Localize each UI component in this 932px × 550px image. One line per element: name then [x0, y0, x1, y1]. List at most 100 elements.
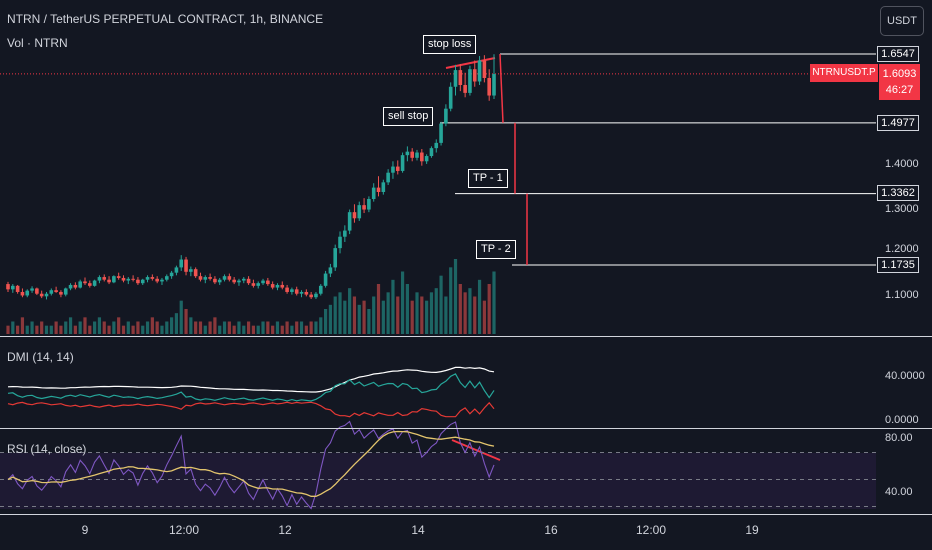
- candle-body: [227, 276, 232, 280]
- candle-body: [237, 280, 241, 283]
- volume-bar: [420, 296, 424, 334]
- candle-body: [107, 279, 111, 283]
- candle-body: [482, 60, 487, 78]
- volume-bar: [492, 271, 496, 334]
- volume-bar: [40, 321, 44, 334]
- candle-body: [54, 290, 58, 292]
- candle-body: [323, 273, 328, 286]
- volume-bar: [304, 325, 308, 334]
- candle-body: [468, 69, 472, 93]
- candle-body: [102, 277, 107, 280]
- candle-body: [367, 199, 371, 210]
- tp1-annotation[interactable]: TP - 1: [468, 169, 508, 188]
- candle-body: [420, 152, 424, 162]
- volume-bar: [141, 325, 145, 334]
- volume-bar: [78, 321, 82, 334]
- candle-body: [241, 278, 246, 281]
- candle-body: [434, 142, 439, 149]
- candle-body: [386, 172, 390, 183]
- candle-body: [30, 288, 34, 291]
- volume-bar: [88, 325, 92, 334]
- candle-body: [116, 276, 121, 278]
- price-tick: 1.3000: [885, 203, 919, 215]
- volume-bar: [16, 325, 20, 334]
- candle-body: [97, 277, 102, 281]
- current-price-tag: 1.6093 46:27: [879, 64, 920, 100]
- candle-body: [290, 289, 294, 292]
- volume-bar: [343, 300, 347, 334]
- candle-body: [463, 85, 467, 93]
- price-trendline: [445, 57, 496, 69]
- pane-separator[interactable]: [0, 336, 932, 337]
- candle-body: [169, 272, 174, 277]
- volume-bar: [121, 325, 126, 334]
- stop-loss-annotation[interactable]: stop loss: [423, 35, 477, 54]
- volume-bar: [203, 325, 207, 334]
- candle-body: [83, 281, 87, 284]
- candle-body: [410, 151, 414, 158]
- volume-bar: [290, 325, 294, 334]
- volume-bar: [251, 325, 256, 334]
- volume-bar: [49, 325, 53, 334]
- volume-bar: [165, 321, 169, 334]
- volume-bar: [83, 317, 87, 334]
- candle-body: [208, 277, 212, 279]
- candle-body: [424, 156, 429, 162]
- volume-bar: [97, 317, 102, 334]
- candle-body: [35, 288, 39, 294]
- candle-body: [400, 155, 405, 171]
- volume-bar: [323, 309, 328, 334]
- currency-button[interactable]: USDT: [880, 6, 924, 36]
- volume-bar: [391, 279, 395, 334]
- candle-body: [179, 259, 184, 268]
- volume-bar: [261, 321, 265, 334]
- chart-title: NTRN / TetherUS PERPETUAL CONTRACT, 1h, …: [7, 12, 324, 26]
- rsi-band: [0, 453, 876, 509]
- candle-body: [213, 278, 217, 283]
- volume-bar: [425, 300, 429, 334]
- volume-bar: [410, 300, 414, 334]
- candle-body: [395, 166, 400, 171]
- volume-bar: [237, 321, 241, 334]
- candle-body: [318, 285, 323, 294]
- volume-bar: [285, 321, 289, 334]
- volume-bar: [429, 292, 434, 334]
- volume-bar: [338, 292, 342, 334]
- sell-stop-price-label: 1.4977: [877, 115, 919, 131]
- volume-bar: [333, 296, 337, 334]
- rsi-line: [7, 420, 495, 510]
- candle-body: [222, 276, 227, 280]
- sell-stop-annotation[interactable]: sell stop: [383, 107, 434, 126]
- dmi-plus-line: [7, 373, 495, 402]
- candle-body: [59, 291, 63, 295]
- volume-bar: [362, 300, 366, 334]
- volume-bar: [160, 325, 164, 334]
- candle-body: [189, 269, 193, 272]
- volume-bar: [444, 296, 448, 334]
- tp2-annotation[interactable]: TP - 2: [476, 240, 516, 259]
- volume-bar: [145, 321, 150, 334]
- volume-bar: [396, 296, 400, 334]
- time-tick: 14: [411, 523, 425, 537]
- pane-separator[interactable]: [0, 428, 932, 429]
- volume-bar: [208, 321, 212, 334]
- candle-body: [49, 290, 54, 294]
- rsi-label: RSI (14, close): [7, 442, 87, 456]
- volume-bar: [468, 288, 472, 334]
- volume-bar: [328, 304, 332, 334]
- volume-bar: [280, 325, 284, 334]
- stop-loss-price-label: 1.6547: [877, 46, 919, 62]
- current-price: 1.6093: [882, 68, 917, 80]
- volume-bar: [458, 284, 462, 334]
- candle-body: [164, 276, 169, 280]
- candle-body: [6, 284, 10, 290]
- volume-bar: [194, 321, 198, 334]
- candle-body: [174, 267, 179, 273]
- volume-bar: [266, 321, 270, 334]
- dmi-adx-line: [7, 366, 495, 393]
- volume-bar: [487, 284, 491, 334]
- volume-bar: [136, 321, 140, 334]
- candle-body: [131, 278, 135, 280]
- candle-body: [453, 70, 458, 87]
- volume-bar: [93, 321, 97, 334]
